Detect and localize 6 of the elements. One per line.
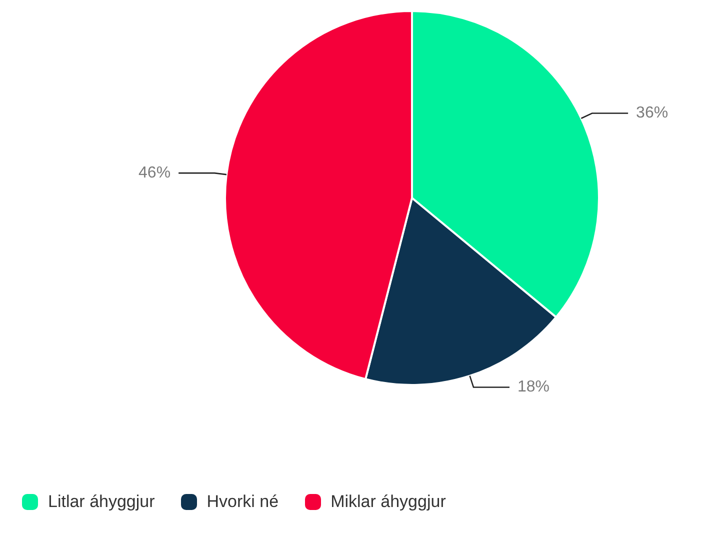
data-label: 46% bbox=[138, 164, 171, 182]
data-label: 36% bbox=[636, 104, 668, 122]
legend-label: Hvorki né bbox=[206, 492, 279, 512]
data-label: 18% bbox=[517, 378, 550, 396]
legend-label: Litlar áhyggjur bbox=[48, 492, 155, 512]
legend-label: Miklar áhyggjur bbox=[330, 492, 446, 512]
